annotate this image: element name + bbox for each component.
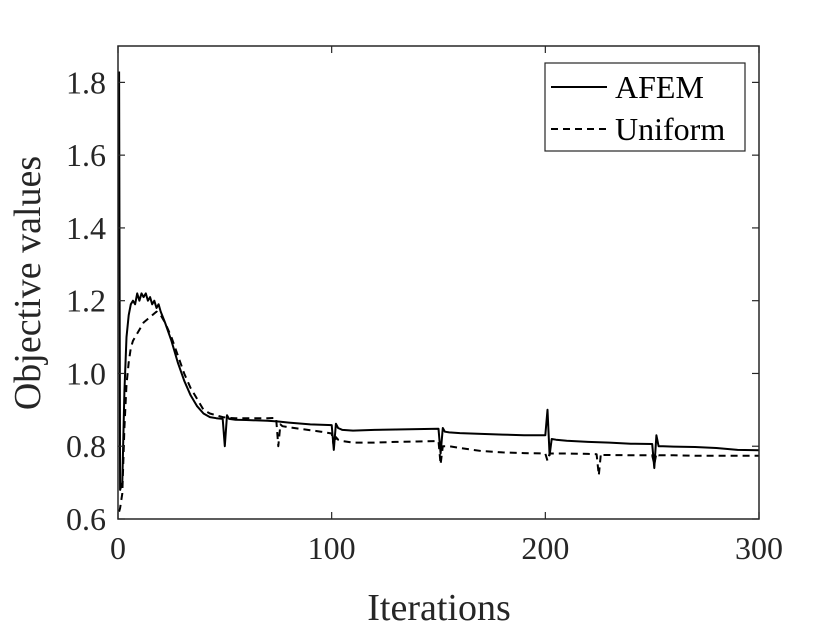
x-axis-label: Iterations (367, 587, 511, 629)
legend-label-afem: AFEM (615, 69, 704, 105)
y-tick-label: 1.2 (66, 283, 106, 319)
y-tick-label: 1.8 (66, 64, 106, 100)
x-tick-label: 300 (735, 530, 783, 566)
y-tick-label: 0.8 (66, 428, 106, 464)
y-tick-label: 0.6 (66, 501, 106, 537)
x-tick-label: 0 (110, 530, 126, 566)
axes (117, 45, 760, 520)
x-tick-label: 100 (308, 530, 356, 566)
y-axis-label: Objective values (7, 156, 49, 410)
x-tick-label: 200 (521, 530, 569, 566)
axes-box (117, 45, 760, 520)
legend: AFEM Uniform (544, 62, 746, 152)
y-tick-label: 1.6 (66, 137, 106, 173)
plot-area (118, 71, 760, 512)
ticks: 0 100 200 300 0.6 0.8 1.0 1.2 1.4 1.6 1.8 (66, 46, 783, 566)
legend-box (544, 62, 746, 152)
legend-label-uniform: Uniform (615, 111, 725, 147)
y-tick-label: 1.4 (66, 210, 106, 246)
y-tick-label: 1.0 (66, 355, 106, 391)
series-line-uniform (118, 310, 759, 512)
series-line-afem (118, 71, 760, 491)
